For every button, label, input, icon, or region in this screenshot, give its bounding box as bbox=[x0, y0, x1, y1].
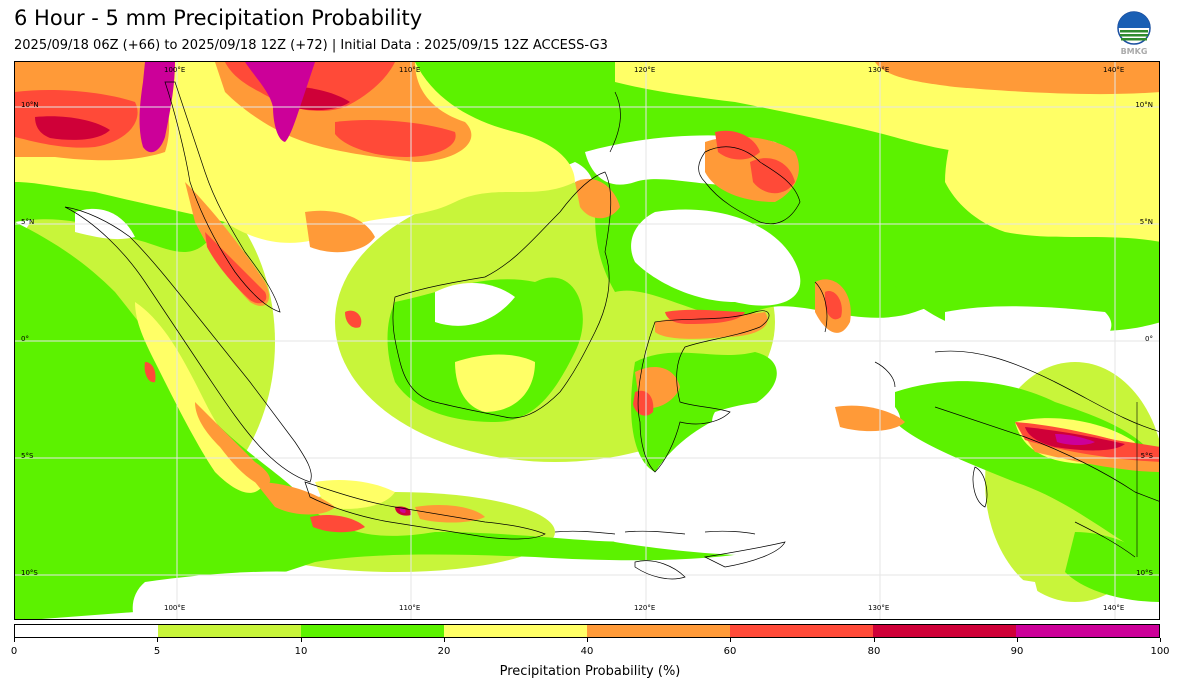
lat-label-left-0: 0° bbox=[21, 335, 29, 343]
colorbar-tick-label: 20 bbox=[437, 646, 451, 657]
colorbar-tick-label: 80 bbox=[867, 646, 881, 657]
lat-label-left-10n: 10°N bbox=[21, 101, 39, 109]
map-canvas bbox=[15, 62, 1159, 619]
bmkg-logo: BMKG bbox=[1114, 10, 1154, 56]
coastline-timor bbox=[703, 541, 786, 568]
colorbar-tick-label: 40 bbox=[580, 646, 594, 657]
colorbar-tick-label: 90 bbox=[1010, 646, 1024, 657]
lat-label-left-5s: 5°S bbox=[21, 452, 34, 460]
lat-label-right-10n: 10°N bbox=[1135, 101, 1153, 109]
coastlines bbox=[64, 81, 1159, 580]
colorbar-segment bbox=[444, 625, 587, 637]
colorbar bbox=[14, 624, 1160, 638]
colorbar-segment bbox=[158, 625, 301, 637]
lon-label-bottom-130: 130°E bbox=[868, 604, 890, 612]
coastline-new-guinea bbox=[934, 350, 1159, 558]
precipitation-map: 100°E 110°E 120°E 130°E 140°E 100°E 110°… bbox=[14, 61, 1160, 620]
coastline-malay-peninsula bbox=[164, 81, 281, 313]
lon-label-top-140: 140°E bbox=[1103, 66, 1125, 74]
coastline-maluku bbox=[814, 281, 988, 508]
colorbar-tick-mark bbox=[1017, 638, 1018, 642]
lon-label-top-120: 120°E bbox=[634, 66, 656, 74]
colorbar-segment bbox=[301, 625, 444, 637]
coastline-lesser-sunda bbox=[554, 530, 756, 580]
logo-text: BMKG bbox=[1121, 47, 1148, 56]
colorbar-segment bbox=[873, 625, 1016, 637]
colorbar-tick-mark bbox=[587, 638, 588, 642]
map-subtitle: 2025/09/18 06Z (+66) to 2025/09/18 12Z (… bbox=[14, 38, 608, 53]
lon-label-top-130: 130°E bbox=[868, 66, 890, 74]
coastline-philippines bbox=[609, 91, 801, 225]
lon-label-bottom-140: 140°E bbox=[1103, 604, 1125, 612]
colorbar-tick-mark bbox=[301, 638, 302, 642]
lon-label-top-110: 110°E bbox=[399, 66, 421, 74]
colorbar-tick-mark bbox=[730, 638, 731, 642]
lat-label-right-5n: 5°N bbox=[1139, 218, 1153, 226]
colorbar-tick-mark bbox=[1160, 638, 1161, 642]
colorbar-segment bbox=[730, 625, 873, 637]
colorbar-label: Precipitation Probability (%) bbox=[499, 664, 681, 679]
lat-label-right-10s: 10°S bbox=[1136, 569, 1153, 577]
bmkg-logo-icon: BMKG bbox=[1117, 11, 1151, 56]
lon-label-bottom-120: 120°E bbox=[634, 604, 656, 612]
colorbar-tick-mark bbox=[14, 638, 15, 642]
lat-label-left-10s: 10°S bbox=[21, 569, 38, 577]
colorbar-tick-label: 0 bbox=[10, 646, 18, 657]
lat-label-right-5s: 5°S bbox=[1140, 452, 1153, 460]
colorbar-tick-label: 10 bbox=[294, 646, 308, 657]
lon-label-bottom-100: 100°E bbox=[164, 604, 186, 612]
colorbar-tick-label: 60 bbox=[723, 646, 737, 657]
lon-label-bottom-110: 110°E bbox=[399, 604, 421, 612]
graticule bbox=[15, 62, 1159, 619]
coastline-borneo bbox=[392, 171, 612, 419]
coastline-sulawesi bbox=[637, 310, 770, 473]
colorbar-tick-label: 5 bbox=[153, 646, 161, 657]
colorbar-segment bbox=[1016, 625, 1159, 637]
colorbar-tick-label: 100 bbox=[1150, 646, 1170, 657]
coastline-sumatra bbox=[64, 206, 312, 483]
colorbar-tick-mark bbox=[874, 638, 875, 642]
colorbar-segment bbox=[587, 625, 730, 637]
colorbar-tick-mark bbox=[157, 638, 158, 642]
colorbar-tick-mark bbox=[444, 638, 445, 642]
lon-label-top-100: 100°E bbox=[164, 66, 186, 74]
map-title: 6 Hour - 5 mm Precipitation Probability bbox=[14, 6, 423, 30]
lat-label-right-0: 0° bbox=[1145, 335, 1153, 343]
colorbar-segment bbox=[15, 625, 158, 637]
lat-label-left-5n: 5°N bbox=[21, 218, 35, 226]
coastline-java bbox=[304, 481, 546, 540]
